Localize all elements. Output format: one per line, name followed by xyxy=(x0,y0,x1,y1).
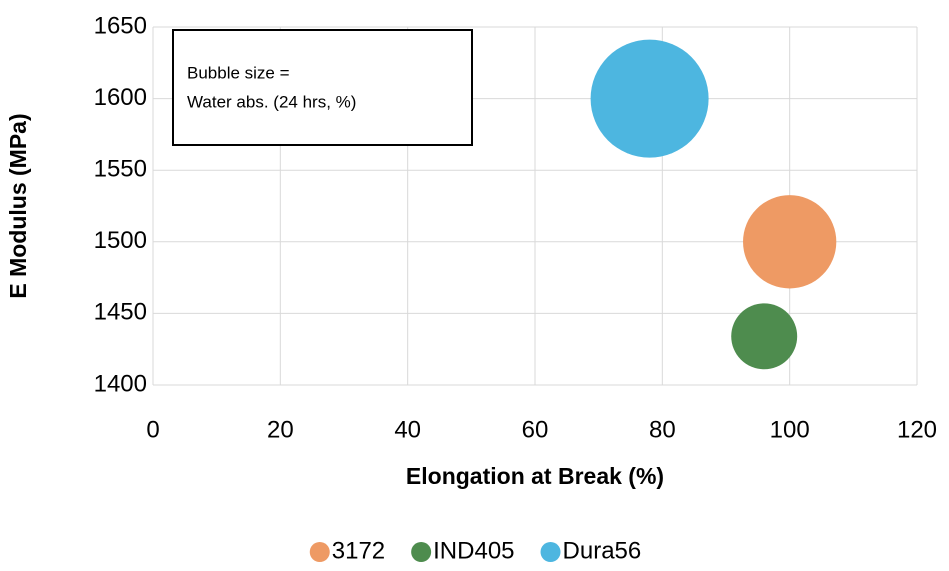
annotation-text: Bubble size = xyxy=(187,63,290,82)
y-tick-label: 1500 xyxy=(94,227,147,254)
x-tick-label: 100 xyxy=(770,416,810,443)
legend-marker xyxy=(540,542,561,562)
x-tick-label: 80 xyxy=(649,416,676,443)
bubble xyxy=(590,39,709,158)
x-tick-label: 20 xyxy=(267,416,294,443)
y-axis-title: E Modulus (MPa) xyxy=(5,113,31,298)
legend-item: Dura56 xyxy=(540,537,642,564)
y-tick-label: 1550 xyxy=(94,156,147,183)
x-tick-label: 60 xyxy=(522,416,549,443)
bubble xyxy=(743,195,837,289)
y-tick-label: 1400 xyxy=(94,370,147,397)
y-tick-label: 1600 xyxy=(94,84,147,111)
legend-marker xyxy=(309,542,330,562)
annotation-box xyxy=(172,29,473,146)
x-tick-label: 0 xyxy=(146,416,159,443)
x-axis-title: Elongation at Break (%) xyxy=(406,463,664,489)
bubble xyxy=(731,303,798,370)
x-tick-label: 120 xyxy=(897,416,937,443)
y-tick-label: 1650 xyxy=(94,12,147,39)
x-tick-label: 40 xyxy=(394,416,421,443)
annotation-text: Water abs. (24 hrs, %) xyxy=(187,92,356,111)
legend-marker xyxy=(411,542,432,562)
legend-label: 3172 xyxy=(332,537,385,564)
legend-label: Dura56 xyxy=(563,537,642,564)
legend-item: 3172 xyxy=(309,537,385,564)
y-tick-label: 1450 xyxy=(94,299,147,326)
legend-item: IND405 xyxy=(411,537,515,564)
legend-label: IND405 xyxy=(433,537,514,564)
